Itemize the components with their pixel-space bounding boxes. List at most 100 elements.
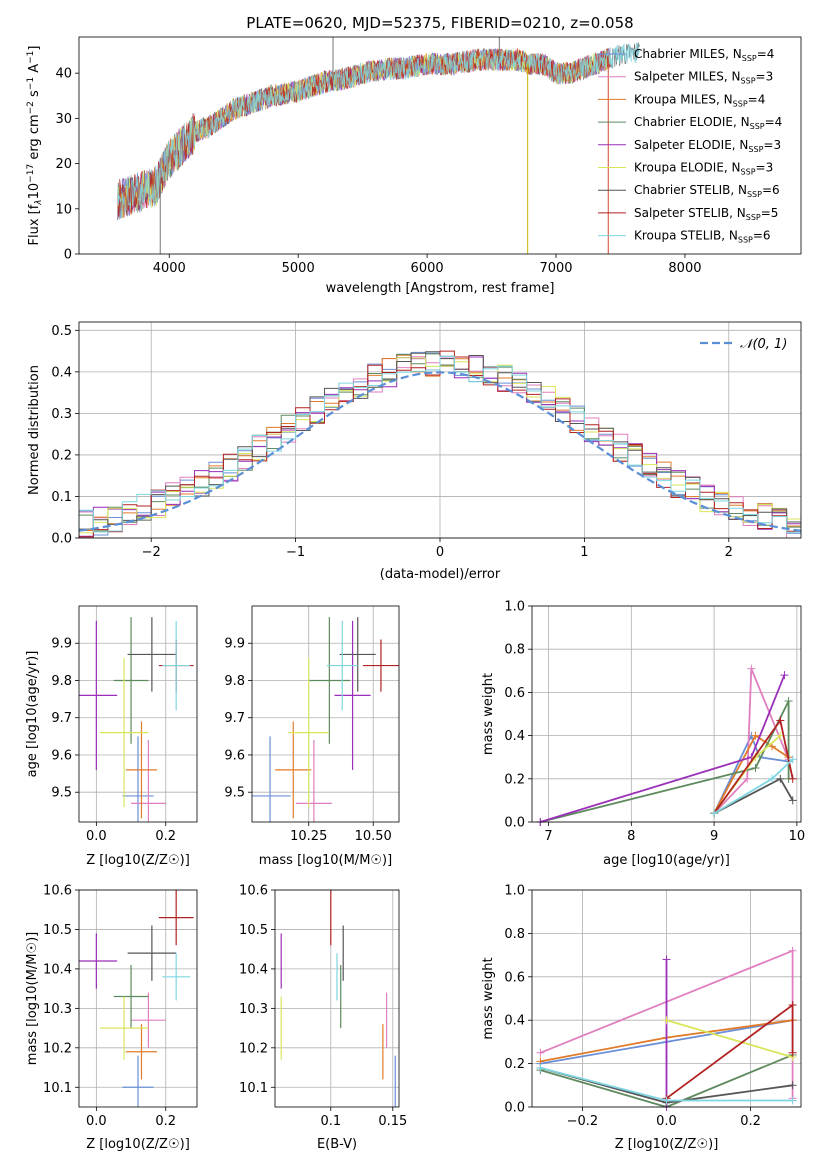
legend-sub: SSP (747, 190, 762, 199)
y-tick-label: 0.8 (504, 643, 525, 658)
y-tick-label: 1.0 (504, 600, 525, 615)
x-tick-label: 7 (544, 829, 552, 844)
weight_vs_age-panel: 7 8 9 10 0.0 0.2 0.4 0.6 0.8 1.0 age [log10(age/yr… (481, 600, 805, 869)
y-tick-label: 9.5 (51, 786, 72, 801)
axes-frame (78, 889, 198, 1108)
y-tick-label: 10.6 (239, 884, 268, 899)
legend-entry: Chabrier MILES, NSSP=4 (634, 47, 774, 63)
x-tick-label: 9 (710, 829, 718, 844)
y-axis-label-part: −2 (26, 101, 36, 114)
y-tick-label: 0 (64, 248, 72, 263)
y-tick-label: 10.3 (43, 1002, 72, 1017)
weight-series (540, 700, 790, 823)
x-tick-label: 7000 (539, 261, 572, 276)
x-tick-label: 8000 (668, 261, 701, 276)
mass_vs_ebv-panel: 0.1 0.15 10.1 10.2 10.3 10.4 10.5 10.6 E(B-V) (239, 884, 407, 1153)
x-tick-label: 0.0 (86, 1114, 107, 1129)
legend-entry: Kroupa ELODIE, NSSP=3 (634, 161, 773, 177)
x-axis-label: mass [log10(M/M☉)] (259, 853, 392, 868)
x-tick-label: 0.2 (740, 1114, 761, 1129)
spectrum-line (117, 42, 640, 219)
mass_vs_Z-panel: 0.0 0.2 10.1 10.2 10.3 10.4 10.5 10.6 Z [log10(Z… (25, 884, 198, 1152)
weight-lines (536, 946, 797, 1111)
y-tick-label: 0.4 (51, 365, 72, 380)
legend-name: Salpeter MILES, N (634, 70, 741, 84)
legend-name: Salpeter STELIB, N (634, 206, 746, 220)
x-tick-label: 1 (580, 545, 588, 560)
axes-frame (78, 605, 198, 823)
legend-sub: SSP (750, 122, 765, 131)
x-tick-label: 5000 (282, 261, 315, 276)
y-axis-label: mass [log10(M/M☉)] (25, 932, 40, 1065)
legend-sub: SSP (733, 99, 748, 108)
x-tick-label: 10.25 (290, 829, 327, 844)
x-tick-label: −0.2 (567, 1114, 599, 1129)
y-axis-label-part: 10 (27, 183, 42, 200)
x-tick-label: −1 (286, 545, 305, 560)
y-axis-label: Normed distribution (27, 365, 42, 495)
y-tick-label: 10.2 (43, 1041, 72, 1056)
legend-count: =6 (753, 229, 771, 243)
legend-entry: Chabrier ELODIE, NSSP=4 (634, 115, 782, 131)
legend-name: Salpeter ELODIE, N (634, 138, 748, 152)
y-tick-label: 0.8 (504, 927, 525, 942)
y-axis-label: mass weight (481, 673, 496, 755)
y-tick-label: 10.3 (239, 1002, 268, 1017)
legend-entry: 𝒩(0, 1) (740, 337, 787, 352)
weight-series (713, 668, 790, 815)
legend-entry: Salpeter MILES, NSSP=3 (634, 70, 773, 86)
x-tick-label: 0.2 (155, 829, 176, 844)
x-axis-label: Z [log10(Z/Z☉)] (86, 1137, 190, 1152)
errorbars (79, 890, 194, 1107)
legend-name: Kroupa STELIB, N (634, 229, 738, 243)
weight_vs_Z-panel: −0.2 0.0 0.2 0.0 0.2 0.4 0.6 0.8 1.0 Z [log10(Z/Z… (481, 884, 802, 1152)
y-axis-label-part: erg cm (27, 114, 42, 163)
legend-entry: Salpeter STELIB, NSSP=5 (634, 206, 778, 222)
spectrum-lines (117, 37, 640, 254)
y-tick-label: 10.1 (43, 1081, 72, 1096)
legend-count: =5 (761, 206, 779, 220)
legend-sub: SSP (741, 168, 756, 177)
y-axis-label-part: s (27, 90, 42, 101)
y-tick-label: 20 (55, 157, 72, 172)
y-tick-label: 0.0 (504, 816, 525, 831)
x-tick-label: 6000 (411, 261, 444, 276)
legend-count: =4 (757, 47, 775, 61)
axes-frame (78, 321, 802, 539)
y-tick-label: 9.8 (224, 674, 245, 689)
histogram-series (79, 356, 801, 535)
x-axis-label: Z [log10(Z/Z☉)] (615, 1137, 719, 1152)
x-axis-label: E(B-V) (317, 1137, 357, 1152)
y-tick-label: 40 (55, 67, 72, 82)
x-tick-label: 8 (627, 829, 635, 844)
y-tick-label: 0.2 (504, 772, 525, 787)
y-axis-label: Flux [fλ10−17 erg cm−2 s−1 A−1] (26, 46, 44, 246)
x-tick-label: 2 (725, 545, 733, 560)
y-tick-label: 0.6 (504, 686, 525, 701)
y-tick-label: 10.4 (43, 962, 72, 977)
y-tick-label: 10.1 (239, 1081, 268, 1096)
y-axis-label-part: ] (27, 46, 42, 51)
axes-frame (251, 605, 400, 823)
errorbars (280, 890, 396, 1107)
y-tick-label: 0.0 (51, 532, 72, 547)
y-tick-label: 9.7 (51, 711, 72, 726)
weight-series (713, 734, 790, 814)
y-tick-label: 0.0 (504, 1101, 525, 1116)
x-tick-label: 0.0 (86, 829, 107, 844)
legend-count: =6 (762, 183, 780, 197)
age_vs_Z-panel: 0.0 0.2 9.5 9.6 9.7 9.8 9.9 Z [log10(Z/Z☉)] age … (25, 605, 198, 868)
legend-entry: Kroupa MILES, NSSP=4 (634, 92, 765, 108)
y-axis-label-part: −17 (26, 164, 36, 183)
y-tick-label: 10.2 (239, 1041, 268, 1056)
legend-sub: SSP (742, 54, 757, 63)
y-tick-label: 30 (55, 112, 72, 127)
x-tick-label: 4000 (153, 261, 186, 276)
x-tick-label: 10.50 (355, 829, 392, 844)
errorbars (252, 617, 399, 822)
x-tick-label: 0.0 (656, 1114, 677, 1129)
y-tick-label: 0.2 (504, 1057, 525, 1072)
x-tick-label: 0.15 (378, 1114, 407, 1129)
y-axis-label-part: Flux [f (27, 204, 42, 245)
y-tick-label: 10.6 (43, 884, 72, 899)
